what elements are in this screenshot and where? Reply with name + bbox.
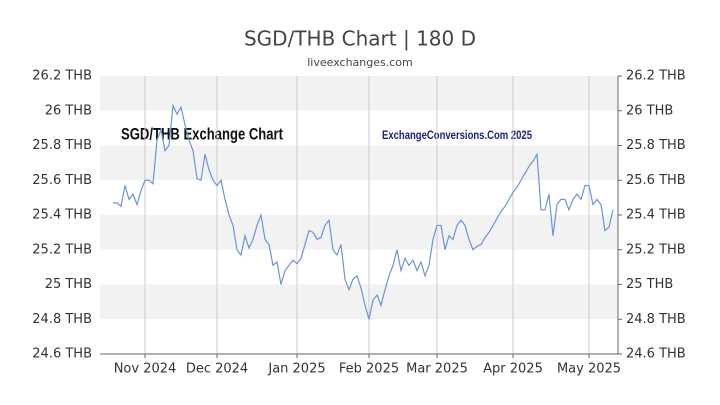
- watermark: ExchangeConversions.Com 2025: [382, 128, 532, 142]
- plot-background: [100, 76, 618, 354]
- grid-band: [100, 319, 618, 354]
- x-tick-label: Mar 2025: [406, 362, 468, 377]
- grid-band: [100, 215, 618, 250]
- grid-band: [100, 145, 618, 181]
- grid-band: [100, 284, 618, 320]
- chart-subtitle: liveexchanges.com: [307, 56, 412, 69]
- y2-tick-label: 25.8 THB: [626, 138, 686, 153]
- chart-title: SGD/THB Chart | 180 D: [244, 27, 476, 51]
- series-line: [113, 103, 614, 320]
- y2-tick-label: 25.4 THB: [626, 208, 686, 223]
- x-tick-label: May 2025: [557, 362, 621, 377]
- y-tick-label: 24.6 THB: [32, 347, 92, 362]
- grid-band: [100, 76, 618, 111]
- y2-tick-label: 24.8 THB: [626, 312, 686, 327]
- y-tick-label: 25.6 THB: [32, 173, 92, 188]
- x-tick-label: Nov 2024: [114, 362, 177, 377]
- y2-tick-label: 26.2 THB: [626, 69, 686, 84]
- y-tick-label: 25.2 THB: [32, 242, 92, 257]
- y2-tick-label: 24.6 THB: [626, 347, 686, 362]
- y-tick-label: 26.2 THB: [32, 69, 92, 84]
- y-tick-label: 25.8 THB: [32, 138, 92, 153]
- y-tick-label: 25 THB: [45, 277, 92, 292]
- y-tick-label: 25.4 THB: [32, 208, 92, 223]
- x-tick-label: Dec 2024: [186, 362, 248, 377]
- watermark: SGD/THB Exchange Chart: [121, 124, 283, 143]
- y-tick-label: 26 THB: [45, 103, 92, 118]
- x-tick-label: Apr 2025: [483, 362, 543, 377]
- grid-band: [100, 249, 618, 285]
- x-tick-label: Jan 2025: [267, 362, 325, 377]
- y2-tick-label: 26 THB: [626, 103, 673, 118]
- y2-tick-label: 25 THB: [626, 277, 673, 292]
- x-tick-label: Feb 2025: [339, 362, 399, 377]
- y2-tick-label: 25.2 THB: [626, 242, 686, 257]
- y-tick-label: 24.8 THB: [32, 312, 92, 327]
- y2-tick-label: 25.6 THB: [626, 173, 686, 188]
- grid-band: [100, 180, 618, 215]
